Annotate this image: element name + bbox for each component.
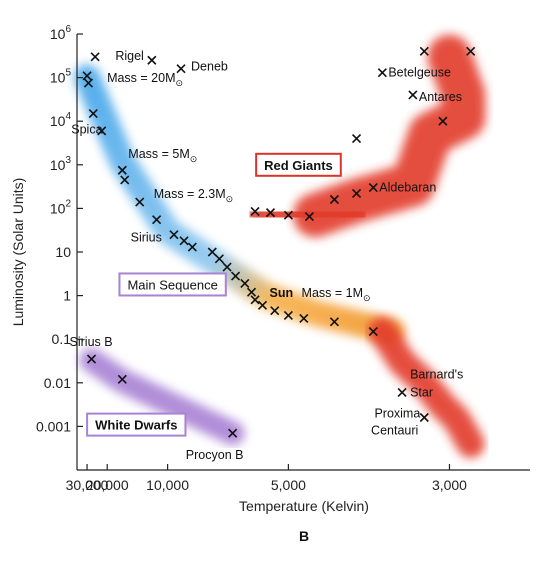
y-tick-label: 1 bbox=[63, 288, 71, 304]
y-tick-label: 103 bbox=[50, 155, 72, 173]
star-marker-red-giants bbox=[283, 210, 293, 220]
star-marker-main-sequence bbox=[152, 215, 162, 225]
annotation-sun: Sun bbox=[270, 286, 294, 300]
star-marker-main-sequence bbox=[88, 108, 98, 119]
region-layer bbox=[74, 34, 499, 458]
tick-layer: 0.001 0.01 0.1 1 10 102 103 104 105 106 30,00020,0… bbox=[36, 24, 467, 493]
x-axis-title: Temperature (Kelvin) bbox=[239, 498, 369, 514]
annotation-sirius-b: Sirius B bbox=[70, 335, 113, 349]
annotation-deneb: Deneb bbox=[191, 60, 228, 74]
y-tick-label: 10 bbox=[55, 244, 71, 260]
region-main-sequence bbox=[74, 64, 405, 345]
annotation-proxima: Proxima bbox=[374, 407, 420, 421]
star-marker-main-sequence bbox=[135, 197, 145, 207]
x-tick-label: 3,000 bbox=[432, 477, 467, 493]
star-marker-red-giants bbox=[408, 90, 418, 100]
annotation-betelgeuse: Betelgeuse bbox=[388, 66, 451, 80]
star-marker-main-sequence bbox=[83, 78, 94, 88]
star-marker-main-sequence bbox=[240, 278, 250, 289]
boxed-label-main-sequence: Main Sequence bbox=[118, 272, 227, 297]
annotation-centauri: Centauri bbox=[371, 424, 418, 438]
y-tick-label: 102 bbox=[50, 198, 72, 216]
star-marker-main-sequence bbox=[214, 254, 224, 264]
star-marker-red-giants bbox=[438, 116, 448, 126]
annotation-antares: Antares bbox=[419, 90, 462, 104]
y-tick-label: 0.01 bbox=[44, 375, 71, 391]
annotation-procyon-b: Procyon B bbox=[186, 448, 244, 462]
boxed-label-red-giants: Red Giants bbox=[255, 152, 342, 177]
region-white-dwarfs bbox=[79, 348, 245, 446]
star-marker-red-giants bbox=[419, 46, 429, 56]
x-tick-label: 30,000 bbox=[66, 477, 109, 493]
x-tick-label: 10,000 bbox=[146, 477, 189, 493]
star-marker-main-sequence bbox=[283, 310, 293, 321]
star-marker-main-sequence bbox=[169, 230, 179, 240]
boxed-label-frame bbox=[118, 272, 227, 297]
annotation-spica: Spica bbox=[71, 123, 102, 137]
star-marker-white-dwarfs bbox=[86, 354, 97, 364]
star-marker-red-giants bbox=[304, 211, 314, 222]
star-marker-main-sequence bbox=[257, 300, 268, 310]
star-marker-main-sequence bbox=[97, 126, 107, 136]
annotation-sirius: Sirius bbox=[131, 231, 162, 245]
boxed-label-text: Main Sequence bbox=[127, 277, 217, 292]
star-marker-main-sequence bbox=[329, 317, 339, 327]
star-marker-main-sequence bbox=[299, 313, 309, 323]
star-marker-main-sequence bbox=[230, 271, 241, 281]
star-marker-other-stars bbox=[147, 55, 157, 65]
star-marker-red-giants bbox=[351, 188, 362, 199]
y-tick-label: 0.001 bbox=[36, 418, 71, 434]
star-marker-red-giants bbox=[265, 208, 276, 218]
boxed-label-frame bbox=[255, 152, 342, 177]
figure-label: B bbox=[299, 528, 309, 544]
y-axis-title: Luminosity (Solar Units) bbox=[10, 178, 26, 327]
star-marker-red-giants bbox=[466, 46, 476, 56]
x-tick-label: 5,000 bbox=[271, 477, 306, 493]
star-marker-other-stars bbox=[419, 412, 429, 423]
y-tick-label: 105 bbox=[50, 68, 72, 86]
annotation-mass-20m: Mass = 20M⊙ bbox=[107, 71, 183, 88]
marker-layer bbox=[82, 46, 476, 438]
annotation-rigel: Rigel bbox=[115, 49, 144, 63]
star-marker-white-dwarfs bbox=[228, 428, 238, 438]
y-tick-label: 104 bbox=[50, 111, 72, 129]
star-marker-main-sequence bbox=[82, 71, 92, 81]
star-marker-main-sequence bbox=[187, 242, 197, 252]
annotation-mass-1m: Mass = 1M⊙ bbox=[302, 286, 371, 303]
x-tick-label: 20,000 bbox=[86, 477, 129, 493]
annotation-mass-2-3m: Mass = 2.3M⊙ bbox=[154, 187, 233, 204]
star-marker-other-stars bbox=[397, 387, 407, 398]
star-marker-white-dwarfs bbox=[117, 374, 127, 384]
star-marker-main-sequence bbox=[250, 295, 260, 305]
boxed-label-frame bbox=[86, 412, 187, 437]
region-red-giants-base bbox=[246, 192, 369, 237]
annotation-aldebaran: Aldebaran bbox=[379, 181, 436, 195]
boxed-label-text: Red Giants bbox=[264, 158, 333, 173]
annotation-barnard-s: Barnard's bbox=[410, 367, 463, 381]
star-marker-other-stars bbox=[90, 52, 100, 62]
region-red-giants-tail bbox=[368, 317, 485, 458]
star-marker-main-sequence bbox=[368, 326, 378, 337]
annotation-star: Star bbox=[410, 385, 433, 399]
star-marker-main-sequence bbox=[179, 236, 189, 246]
star-marker-main-sequence bbox=[246, 287, 257, 297]
star-marker-red-giants bbox=[351, 133, 362, 144]
star-marker-main-sequence bbox=[270, 306, 280, 316]
boxed-label-white-dwarfs: White Dwarfs bbox=[86, 412, 187, 437]
star-marker-other-stars bbox=[176, 64, 186, 74]
star-marker-red-giants bbox=[377, 68, 387, 78]
star-marker-main-sequence bbox=[207, 247, 217, 257]
star-marker-red-giants bbox=[329, 194, 339, 205]
label-layer: Rigel Deneb Mass = 20M⊙ Spica Mass = 5M⊙ Mass… bbox=[70, 49, 464, 462]
star-marker-main-sequence bbox=[120, 175, 130, 185]
star-marker-red-giants bbox=[250, 206, 260, 217]
y-tick-label: 0.1 bbox=[52, 331, 72, 347]
star-marker-red-giants bbox=[368, 183, 378, 193]
star-marker-main-sequence bbox=[222, 262, 232, 272]
star-marker-main-sequence bbox=[117, 165, 127, 175]
annotation-mass-5m: Mass = 5M⊙ bbox=[128, 147, 197, 164]
y-tick-label: 106 bbox=[50, 24, 72, 42]
boxed-label-text: White Dwarfs bbox=[95, 418, 177, 433]
